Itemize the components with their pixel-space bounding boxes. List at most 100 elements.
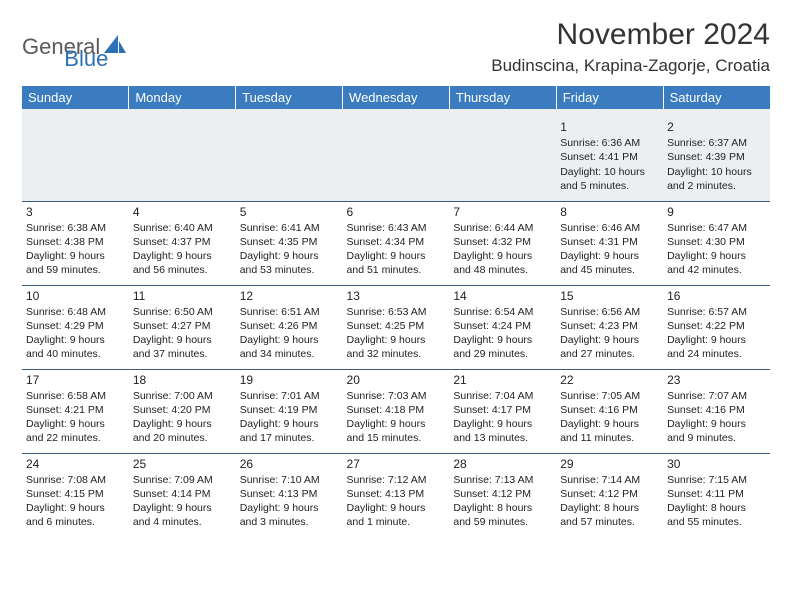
calendar-day-cell: 7Sunrise: 6:44 AMSunset: 4:32 PMDaylight… [449, 201, 556, 285]
sunset-line: Sunset: 4:30 PM [667, 235, 766, 249]
sunrise-line: Sunrise: 6:37 AM [667, 136, 766, 150]
calendar-week-row: 17Sunrise: 6:58 AMSunset: 4:21 PMDayligh… [22, 369, 770, 453]
location-text: Budinscina, Krapina-Zagorje, Croatia [491, 56, 770, 76]
sunset-line: Sunset: 4:20 PM [133, 403, 232, 417]
sunrise-line: Sunrise: 6:50 AM [133, 305, 232, 319]
weekday-header: Friday [556, 86, 663, 109]
calendar-day-cell: 2Sunrise: 6:37 AMSunset: 4:39 PMDaylight… [663, 117, 770, 201]
date-number: 26 [240, 456, 339, 472]
calendar-day-cell: 13Sunrise: 6:53 AMSunset: 4:25 PMDayligh… [343, 285, 450, 369]
calendar-day-cell: 8Sunrise: 6:46 AMSunset: 4:31 PMDaylight… [556, 201, 663, 285]
date-number: 16 [667, 288, 766, 304]
sunrise-line: Sunrise: 7:10 AM [240, 473, 339, 487]
daylight-line: Daylight: 9 hours and 17 minutes. [240, 417, 339, 445]
date-number: 21 [453, 372, 552, 388]
date-number: 14 [453, 288, 552, 304]
calendar-week-row: 3Sunrise: 6:38 AMSunset: 4:38 PMDaylight… [22, 201, 770, 285]
sunset-line: Sunset: 4:24 PM [453, 319, 552, 333]
sunrise-line: Sunrise: 6:46 AM [560, 221, 659, 235]
sunset-line: Sunset: 4:11 PM [667, 487, 766, 501]
weekday-header: Thursday [449, 86, 556, 109]
sunset-line: Sunset: 4:25 PM [347, 319, 446, 333]
daylight-line: Daylight: 8 hours and 55 minutes. [667, 501, 766, 529]
calendar-day-cell: 22Sunrise: 7:05 AMSunset: 4:16 PMDayligh… [556, 369, 663, 453]
logo-text-blue: Blue [64, 46, 108, 72]
sunset-line: Sunset: 4:26 PM [240, 319, 339, 333]
calendar-day-cell: 23Sunrise: 7:07 AMSunset: 4:16 PMDayligh… [663, 369, 770, 453]
calendar-week-row: 1Sunrise: 6:36 AMSunset: 4:41 PMDaylight… [22, 117, 770, 201]
daylight-line: Daylight: 9 hours and 3 minutes. [240, 501, 339, 529]
sunrise-line: Sunrise: 7:15 AM [667, 473, 766, 487]
calendar-blank-cell [449, 117, 556, 201]
calendar-day-cell: 18Sunrise: 7:00 AMSunset: 4:20 PMDayligh… [129, 369, 236, 453]
daylight-line: Daylight: 9 hours and 48 minutes. [453, 249, 552, 277]
calendar-day-cell: 20Sunrise: 7:03 AMSunset: 4:18 PMDayligh… [343, 369, 450, 453]
date-number: 7 [453, 204, 552, 220]
date-number: 18 [133, 372, 232, 388]
calendar-day-cell: 12Sunrise: 6:51 AMSunset: 4:26 PMDayligh… [236, 285, 343, 369]
calendar-day-cell: 17Sunrise: 6:58 AMSunset: 4:21 PMDayligh… [22, 369, 129, 453]
date-number: 5 [240, 204, 339, 220]
daylight-line: Daylight: 9 hours and 1 minute. [347, 501, 446, 529]
sunset-line: Sunset: 4:14 PM [133, 487, 232, 501]
sunrise-line: Sunrise: 7:01 AM [240, 389, 339, 403]
sunrise-line: Sunrise: 6:51 AM [240, 305, 339, 319]
sunrise-line: Sunrise: 6:44 AM [453, 221, 552, 235]
header: General Blue November 2024 Budinscina, K… [22, 18, 770, 76]
daylight-line: Daylight: 9 hours and 45 minutes. [560, 249, 659, 277]
date-number: 8 [560, 204, 659, 220]
sunset-line: Sunset: 4:38 PM [26, 235, 125, 249]
sunrise-line: Sunrise: 7:04 AM [453, 389, 552, 403]
sunrise-line: Sunrise: 7:13 AM [453, 473, 552, 487]
date-number: 10 [26, 288, 125, 304]
daylight-line: Daylight: 9 hours and 42 minutes. [667, 249, 766, 277]
sunrise-line: Sunrise: 7:08 AM [26, 473, 125, 487]
daylight-line: Daylight: 9 hours and 13 minutes. [453, 417, 552, 445]
sunset-line: Sunset: 4:16 PM [560, 403, 659, 417]
sunrise-line: Sunrise: 7:03 AM [347, 389, 446, 403]
sunset-line: Sunset: 4:19 PM [240, 403, 339, 417]
sunrise-line: Sunrise: 6:57 AM [667, 305, 766, 319]
date-number: 22 [560, 372, 659, 388]
daylight-line: Daylight: 9 hours and 56 minutes. [133, 249, 232, 277]
calendar-day-cell: 1Sunrise: 6:36 AMSunset: 4:41 PMDaylight… [556, 117, 663, 201]
date-number: 27 [347, 456, 446, 472]
daylight-line: Daylight: 9 hours and 34 minutes. [240, 333, 339, 361]
sunset-line: Sunset: 4:39 PM [667, 150, 766, 164]
calendar-day-cell: 19Sunrise: 7:01 AMSunset: 4:19 PMDayligh… [236, 369, 343, 453]
date-number: 4 [133, 204, 232, 220]
sunrise-line: Sunrise: 6:43 AM [347, 221, 446, 235]
daylight-line: Daylight: 9 hours and 22 minutes. [26, 417, 125, 445]
calendar-day-cell: 6Sunrise: 6:43 AMSunset: 4:34 PMDaylight… [343, 201, 450, 285]
sunrise-line: Sunrise: 6:54 AM [453, 305, 552, 319]
date-number: 3 [26, 204, 125, 220]
sunset-line: Sunset: 4:31 PM [560, 235, 659, 249]
calendar-day-cell: 28Sunrise: 7:13 AMSunset: 4:12 PMDayligh… [449, 453, 556, 537]
sunset-line: Sunset: 4:29 PM [26, 319, 125, 333]
calendar-blank-cell [129, 117, 236, 201]
sunset-line: Sunset: 4:21 PM [26, 403, 125, 417]
date-number: 11 [133, 288, 232, 304]
daylight-line: Daylight: 9 hours and 29 minutes. [453, 333, 552, 361]
sunset-line: Sunset: 4:34 PM [347, 235, 446, 249]
weekday-header: Wednesday [343, 86, 450, 109]
sunset-line: Sunset: 4:13 PM [347, 487, 446, 501]
calendar-day-cell: 14Sunrise: 6:54 AMSunset: 4:24 PMDayligh… [449, 285, 556, 369]
sunrise-line: Sunrise: 6:53 AM [347, 305, 446, 319]
sunrise-line: Sunrise: 6:41 AM [240, 221, 339, 235]
month-title: November 2024 [491, 18, 770, 52]
daylight-line: Daylight: 9 hours and 32 minutes. [347, 333, 446, 361]
sunrise-line: Sunrise: 6:36 AM [560, 136, 659, 150]
calendar-day-cell: 24Sunrise: 7:08 AMSunset: 4:15 PMDayligh… [22, 453, 129, 537]
date-number: 1 [560, 119, 659, 135]
sunset-line: Sunset: 4:18 PM [347, 403, 446, 417]
daylight-line: Daylight: 8 hours and 59 minutes. [453, 501, 552, 529]
calendar-day-cell: 26Sunrise: 7:10 AMSunset: 4:13 PMDayligh… [236, 453, 343, 537]
date-number: 12 [240, 288, 339, 304]
daylight-line: Daylight: 9 hours and 11 minutes. [560, 417, 659, 445]
date-number: 24 [26, 456, 125, 472]
sunset-line: Sunset: 4:15 PM [26, 487, 125, 501]
sunset-line: Sunset: 4:22 PM [667, 319, 766, 333]
calendar-day-cell: 11Sunrise: 6:50 AMSunset: 4:27 PMDayligh… [129, 285, 236, 369]
daylight-line: Daylight: 9 hours and 4 minutes. [133, 501, 232, 529]
